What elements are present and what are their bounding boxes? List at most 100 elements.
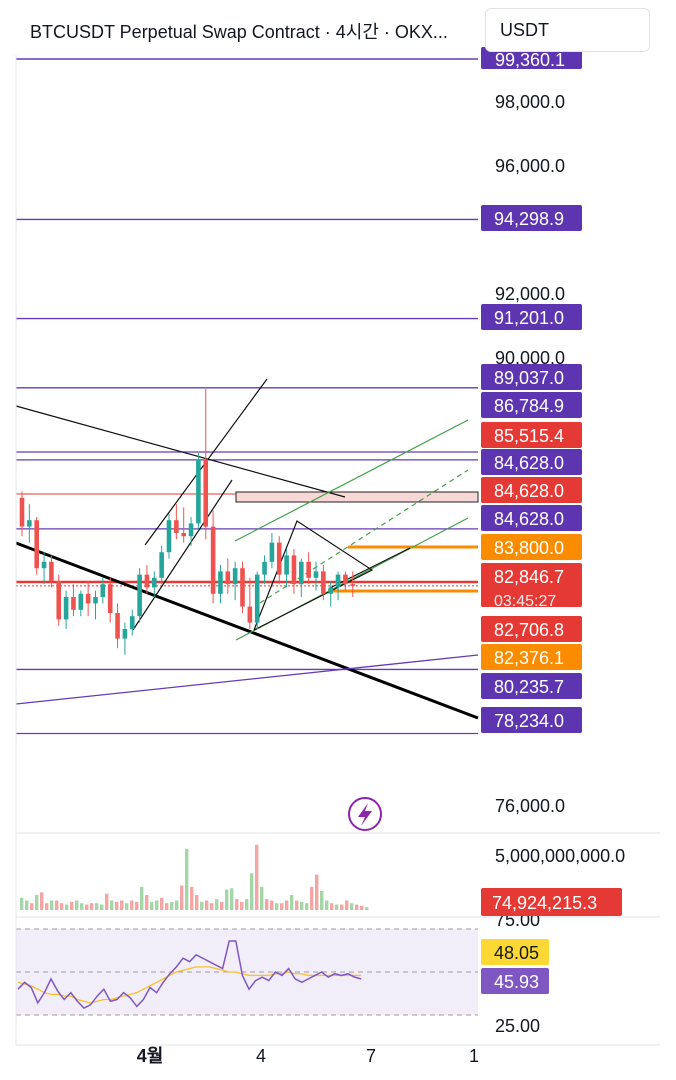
volume-bar — [85, 904, 89, 910]
currency-label: USDT — [500, 20, 549, 40]
candle-body — [291, 555, 297, 585]
volume-bar — [95, 903, 99, 910]
volume-bar — [120, 900, 124, 910]
volume-bar — [100, 904, 104, 910]
volume-label-text: 74,924,215.3 — [492, 893, 597, 913]
price-label-box — [481, 422, 582, 448]
volume-bar — [125, 903, 129, 910]
volume-bar — [300, 901, 304, 910]
price-label-box — [481, 392, 582, 418]
trendline-upper — [15, 405, 346, 498]
price-tick-label: 98,000.0 — [495, 92, 565, 112]
candle-body — [328, 587, 333, 594]
price-label-box — [481, 563, 582, 607]
alert-button[interactable] — [348, 797, 382, 831]
volume-pane — [20, 844, 369, 910]
volume-bar — [290, 895, 294, 910]
lightning-icon — [358, 803, 372, 826]
time-axis: 4월 4 7 1 — [137, 1046, 479, 1066]
candle-body — [321, 571, 326, 594]
price-label-box — [481, 449, 582, 475]
volume-bar — [235, 899, 239, 910]
volume-bar — [160, 897, 164, 910]
triangle-pattern — [253, 520, 374, 631]
candle-body — [137, 574, 142, 617]
volume-bar — [350, 903, 354, 910]
price-label-text: 83,800.0 — [494, 538, 564, 558]
volume-bar — [170, 901, 174, 910]
drawing-tools-layer — [15, 378, 479, 720]
candle-body — [100, 584, 106, 597]
rsi-label-box — [481, 968, 549, 994]
price-label-box-top — [481, 47, 582, 69]
volume-axis-label: 5,000,000,000.0 — [495, 846, 625, 866]
volume-bar — [175, 900, 179, 910]
currency-selector[interactable]: USDT — [485, 8, 650, 52]
price-label-box — [481, 477, 582, 503]
candle-body — [299, 561, 304, 585]
channel-line-b — [132, 479, 233, 631]
volume-bar — [40, 892, 44, 910]
candle-body — [225, 571, 231, 585]
price-label-text: 84,628.0 — [494, 453, 564, 473]
volume-bar — [110, 900, 114, 910]
volume-bar — [190, 886, 194, 910]
volume-bar — [265, 899, 269, 910]
candle-body — [78, 593, 84, 610]
volume-bar — [115, 901, 119, 910]
candle-body — [247, 606, 253, 623]
candle-body — [122, 629, 128, 639]
volume-bar — [145, 895, 149, 910]
candle-body — [85, 593, 91, 604]
volume-bar — [135, 901, 139, 910]
candle-body — [203, 459, 209, 527]
volume-bar — [185, 848, 189, 910]
volume-bar — [325, 900, 329, 910]
volume-bar — [345, 900, 349, 910]
price-label-box — [481, 707, 582, 733]
candle-body — [56, 581, 62, 620]
volume-bar — [45, 903, 49, 910]
candle-body — [174, 520, 179, 533]
candle-body — [49, 561, 54, 581]
volume-bar — [205, 900, 209, 910]
chart-title: BTCUSDT Perpetual Swap Contract · 4시간 · … — [30, 22, 448, 42]
volume-bar — [155, 900, 159, 910]
candle-body — [210, 526, 216, 594]
volume-bar — [255, 844, 259, 910]
volume-bar — [355, 904, 359, 910]
volume-bar — [50, 900, 54, 910]
candle-body — [19, 497, 25, 527]
price-label-text: 91,201.0 — [494, 308, 564, 328]
green-channel-upper — [234, 419, 469, 542]
candle-body — [34, 520, 39, 569]
price-label-box — [481, 304, 582, 330]
price-axis: 98,000.0 96,000.0 92,000.0 90,000.0 76,000.0… — [15, 55, 660, 1046]
price-label-text: 84,628.0 — [494, 481, 564, 501]
time-axis-label: 7 — [366, 1046, 376, 1066]
volume-bar — [240, 901, 244, 910]
volume-bar — [250, 873, 254, 910]
price-tick-label: 90,000.0 — [495, 348, 565, 368]
volume-bar — [365, 907, 369, 910]
candle-body — [335, 574, 341, 588]
candle-body — [115, 613, 120, 639]
price-label-box — [481, 534, 582, 560]
volume-bar — [285, 900, 289, 910]
rsi-pane — [16, 928, 478, 1016]
volume-bar — [80, 903, 84, 910]
volume-bar — [220, 901, 224, 910]
volume-bar — [215, 899, 219, 910]
candle-body — [71, 597, 76, 610]
volume-bar — [35, 895, 39, 910]
candles-layer — [19, 389, 356, 655]
volume-bar — [165, 903, 169, 910]
candle-body — [269, 542, 275, 562]
volume-bar — [225, 889, 229, 910]
price-label-box — [481, 616, 582, 642]
price-tick-label: 96,000.0 — [495, 156, 565, 176]
rsi-level-label: 25.00 — [495, 1016, 540, 1036]
price-label-text: 86,784.9 — [494, 396, 564, 416]
time-axis-label: 4 — [256, 1046, 266, 1066]
